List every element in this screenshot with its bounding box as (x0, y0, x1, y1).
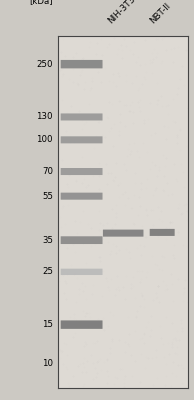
Text: 250: 250 (36, 60, 53, 69)
FancyBboxPatch shape (61, 236, 102, 244)
Text: NBT-II: NBT-II (148, 1, 172, 26)
FancyBboxPatch shape (61, 136, 102, 143)
FancyBboxPatch shape (61, 193, 102, 200)
FancyBboxPatch shape (61, 60, 102, 68)
Text: 100: 100 (36, 135, 53, 144)
Text: 10: 10 (42, 359, 53, 368)
Text: 70: 70 (42, 167, 53, 176)
FancyBboxPatch shape (61, 168, 102, 175)
FancyBboxPatch shape (61, 320, 102, 329)
Text: 130: 130 (36, 112, 53, 122)
Text: 35: 35 (42, 236, 53, 245)
FancyBboxPatch shape (103, 230, 144, 237)
Text: 25: 25 (42, 267, 53, 276)
FancyBboxPatch shape (61, 114, 102, 120)
Text: NIH-3T3: NIH-3T3 (107, 0, 138, 26)
Text: 15: 15 (42, 320, 53, 329)
FancyBboxPatch shape (150, 229, 175, 236)
Text: [kDa]: [kDa] (29, 0, 53, 5)
FancyBboxPatch shape (61, 269, 102, 275)
Text: 55: 55 (42, 192, 53, 201)
